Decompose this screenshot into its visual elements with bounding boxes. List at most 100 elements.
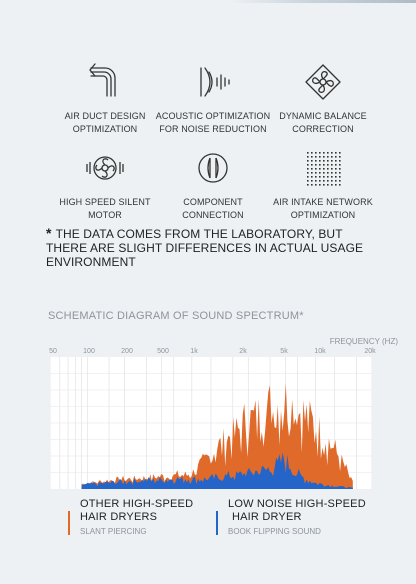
grid-dot [331, 152, 333, 154]
grid-dot [319, 164, 321, 166]
feature-acoustic: ACOUSTIC OPTIMIZATION FOR NOISE REDUCTION [144, 62, 282, 136]
grid-dot [315, 172, 317, 174]
feature-label: COMPONENT CONNECTION [182, 197, 244, 220]
tick-label: 5k [280, 348, 288, 355]
fan-balance-icon [305, 64, 341, 100]
tick-label: 20k [364, 348, 376, 355]
feature-air-duct: AIR DUCT DESIGN OPTIMIZATION [36, 62, 174, 136]
feature-label: DYNAMIC BALANCE CORRECTION [279, 111, 367, 134]
disclaimer-text: THE DATA COMES FROM THE LABORATORY, BUT … [46, 227, 364, 269]
legend-swatch-blue [216, 511, 218, 535]
asterisk: * [46, 225, 52, 241]
grid-dot [323, 160, 325, 162]
grid-dot [331, 180, 333, 182]
grid-dot [331, 168, 333, 170]
grid-dot [339, 160, 341, 162]
intake-grid-icon [307, 152, 341, 186]
tick-label: 1k [190, 348, 198, 355]
grid-dot [315, 176, 317, 178]
grid-dot [307, 152, 309, 154]
legend-title: OTHER HIGH-SPEED HAIR DRYERS [80, 498, 194, 523]
legend-subtitle: BOOK FLIPPING SOUND [228, 527, 321, 536]
grid-dot [323, 164, 325, 166]
feature-label: ACOUSTIC OPTIMIZATION FOR NOISE REDUCTION [155, 111, 271, 134]
grid-dot [323, 156, 325, 158]
grid-dot [307, 164, 309, 166]
grid-dot [319, 180, 321, 182]
grid-dot [339, 152, 341, 154]
disclaimer-note: * THE DATA COMES FROM THE LABORATORY, BUT… [46, 226, 386, 269]
connector-icon [198, 153, 228, 183]
grid-dot [315, 184, 317, 186]
grid-dot [311, 184, 313, 186]
x-axis-ticks: 50 100 200 500 1k 2k 5k 10k 20k [0, 348, 416, 360]
grid-dot [323, 172, 325, 174]
grid-dot [335, 152, 337, 154]
grid-dot [331, 172, 333, 174]
grid-dot [339, 164, 341, 166]
grid-dot [335, 168, 337, 170]
grid-dot [307, 184, 309, 186]
grid-dot [307, 160, 309, 162]
feature-component-connection: COMPONENT CONNECTION [144, 148, 282, 222]
series-area-other-dryers [81, 383, 353, 489]
feature-label: AIR INTAKE NETWORK OPTIMIZATION [273, 197, 373, 220]
grid-dot [331, 160, 333, 162]
grid-dot [331, 156, 333, 158]
feature-label: HIGH SPEED SILENT MOTOR [59, 197, 151, 220]
grid-dot [327, 160, 329, 162]
grid-dot [339, 156, 341, 158]
grid-dot [339, 180, 341, 182]
grid-dot [311, 160, 313, 162]
grid-dot [311, 176, 313, 178]
grid-dot [339, 176, 341, 178]
grid-dot [327, 176, 329, 178]
feature-dynamic-balance: DYNAMIC BALANCE CORRECTION [254, 62, 392, 136]
top-accent-bar [0, 0, 416, 3]
tick-label: 50 [49, 348, 57, 355]
grid-dot [339, 184, 341, 186]
grid-dot [335, 176, 337, 178]
tick-label: 2k [239, 348, 247, 355]
grid-dot [311, 168, 313, 170]
feature-air-intake: AIR INTAKE NETWORK OPTIMIZATION [254, 148, 392, 222]
grid-dot [315, 164, 317, 166]
feature-motor: HIGH SPEED SILENT MOTOR [36, 148, 174, 222]
grid-dot [311, 172, 313, 174]
acoustic-icon [200, 67, 230, 97]
grid-dot [335, 172, 337, 174]
grid-dot [339, 172, 341, 174]
grid-dot [311, 152, 313, 154]
grid-dot [311, 156, 313, 158]
legend-subtitle: SLANT PIERCING [80, 527, 147, 536]
grid-dot [331, 176, 333, 178]
grid-dot [307, 172, 309, 174]
grid-dot [335, 160, 337, 162]
grid-dot [327, 184, 329, 186]
grid-dot [327, 156, 329, 158]
frequency-axis-label: FREQUENCY (HZ) [329, 337, 398, 346]
grid-dot [307, 168, 309, 170]
grid-dot [327, 164, 329, 166]
grid-dot [315, 156, 317, 158]
grid-dot [311, 164, 313, 166]
grid-dot [307, 156, 309, 158]
air-duct-icon [89, 63, 116, 97]
grid-dot [323, 152, 325, 154]
grid-dot [335, 164, 337, 166]
grid-dot [319, 184, 321, 186]
series-area-low-noise-dryer [81, 452, 353, 489]
grid-dot [339, 168, 341, 170]
grid-dot [335, 184, 337, 186]
grid-dot [319, 168, 321, 170]
chart-title: SCHEMATIC DIAGRAM OF SOUND SPECTRUM* [48, 310, 304, 322]
tick-label: 200 [121, 348, 133, 355]
grid-dot [315, 168, 317, 170]
feature-label: AIR DUCT DESIGN OPTIMIZATION [64, 111, 146, 134]
grid-dot [319, 176, 321, 178]
grid-dot [331, 164, 333, 166]
legend-title: LOW NOISE HIGH-SPEED HAIR DRYER [228, 498, 366, 523]
grid-dot [323, 184, 325, 186]
grid-dot [315, 160, 317, 162]
grid-dot [327, 180, 329, 182]
